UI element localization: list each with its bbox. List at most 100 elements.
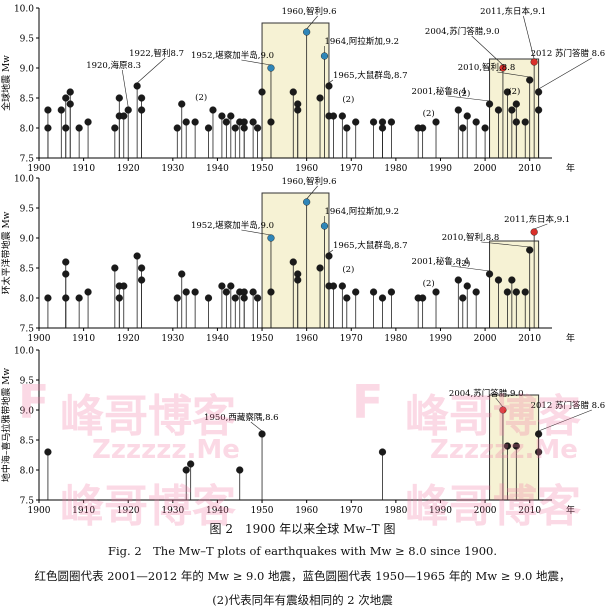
data-point <box>182 288 190 296</box>
data-point <box>494 276 503 284</box>
data-point <box>378 118 387 126</box>
x-tick-label: 1950 <box>251 506 274 516</box>
data-point <box>320 222 329 230</box>
data-point <box>454 276 462 284</box>
data-point <box>494 106 503 114</box>
data-point <box>320 52 329 60</box>
x-tick-label: 1980 <box>384 334 407 344</box>
figure-caption-cn-title: 图 2 1900 年以来全球 Mw–T 图 <box>209 522 396 536</box>
data-point <box>66 100 74 108</box>
data-point <box>472 118 480 126</box>
annotation-label: 1920,海原8.3 <box>86 60 141 71</box>
annotation-leader <box>328 79 334 84</box>
data-point <box>526 76 534 84</box>
data-point <box>419 124 427 132</box>
x-tick-label: 1950 <box>251 164 274 174</box>
x-tick-label: 1910 <box>72 506 95 516</box>
annotation-label: (2) <box>458 258 470 269</box>
data-point <box>294 270 302 278</box>
y-tick-label: 9.5 <box>20 35 35 45</box>
data-point <box>289 258 297 266</box>
annotation-label: 2001,秘鲁8.4 <box>412 86 467 97</box>
x-tick-label: 1930 <box>161 164 184 174</box>
data-point <box>463 112 471 120</box>
x-tick-label: 1980 <box>384 164 407 174</box>
data-point <box>499 406 507 414</box>
data-point <box>530 58 538 66</box>
data-point <box>289 88 297 96</box>
data-point <box>503 288 511 296</box>
x-tick-label: 1930 <box>161 334 184 344</box>
data-point <box>222 118 230 126</box>
annotation-label: 1952,堪察加半岛,9.0 <box>191 220 274 231</box>
annotation-label: 2004,苏门答腊,9.0 <box>449 388 524 399</box>
x-tick-label: 2000 <box>474 506 497 516</box>
annotation-leader <box>136 57 166 84</box>
x-tick-label: 1910 <box>72 334 95 344</box>
x-tick-label: 1990 <box>429 164 452 174</box>
data-point <box>178 270 186 278</box>
data-point <box>231 124 239 132</box>
annotation-label: 1960,智利9.6 <box>282 176 337 187</box>
annotation-leader <box>241 229 272 236</box>
data-point <box>115 94 123 102</box>
data-point <box>75 294 83 302</box>
chart-panel-1: 7.5 8.0 8.5 9.0 9.5 10.0 1900 1910 1920 1930 1940 1… <box>0 5 605 175</box>
annotation-label: 2001,秘鲁,8.4 <box>412 256 470 267</box>
y-tick-label: 8.5 <box>20 437 35 447</box>
data-point <box>138 276 146 284</box>
annotation-leader <box>451 265 490 272</box>
annotation-label: 1960,智利9.6 <box>282 6 337 17</box>
annotation-leader <box>121 69 129 108</box>
x-tick-label: 2010 <box>518 334 541 344</box>
data-point <box>258 88 266 96</box>
data-point <box>44 294 52 302</box>
x-tick-label: 1920 <box>117 164 140 174</box>
y-axis-label: 全球地震 Mw <box>0 55 12 111</box>
x-tick-label: 1960 <box>295 506 318 516</box>
annotation-leader <box>471 35 504 66</box>
annotation-leader <box>250 421 263 432</box>
data-point <box>173 124 181 132</box>
figure-caption-note-1: 红色圆圈代表 2001—2012 年的 Mw ≥ 9.0 地震，蓝色圆圈代表 1… <box>34 569 571 583</box>
x-tick-label: 2000 <box>474 334 497 344</box>
y-tick-label: 8.0 <box>20 295 35 305</box>
x-tick-label: 2010 <box>518 164 541 174</box>
data-point <box>204 124 213 132</box>
x-tick-label: 1900 <box>28 506 51 516</box>
data-point <box>329 282 338 290</box>
annotation-label: 1964,阿拉斯加,9.2 <box>324 36 399 47</box>
annotation-leader <box>481 241 530 248</box>
x-tick-label: 1970 <box>340 334 363 344</box>
data-point <box>338 282 346 290</box>
annotation-label: 1922,智利8.7 <box>129 48 184 59</box>
data-point <box>231 294 239 302</box>
data-point <box>338 112 346 120</box>
annotation-label: (2) <box>423 278 435 289</box>
annotation-leader <box>534 223 548 230</box>
data-point <box>120 112 128 120</box>
data-point <box>227 112 235 120</box>
y-tick-label: 10.0 <box>14 5 34 15</box>
y-tick-label: 10.0 <box>14 175 34 185</box>
data-point <box>178 100 186 108</box>
x-tick-label: 1900 <box>28 164 51 174</box>
data-point <box>521 118 529 126</box>
data-point <box>218 282 226 290</box>
annotation-leader <box>306 185 318 200</box>
annotation-leader <box>523 15 535 60</box>
data-point <box>258 430 266 438</box>
data-point <box>115 294 123 302</box>
data-point <box>294 100 302 108</box>
data-point <box>352 118 360 126</box>
data-point <box>182 466 190 474</box>
x-tick-label: 1910 <box>72 164 95 174</box>
data-point <box>352 288 360 296</box>
data-point <box>209 106 217 114</box>
annotation-label: 1965,大鼠群岛,8.7 <box>333 240 408 251</box>
y-tick-label: 8.5 <box>20 265 35 275</box>
data-point <box>387 118 396 126</box>
data-point <box>526 246 534 254</box>
data-point <box>240 118 248 126</box>
